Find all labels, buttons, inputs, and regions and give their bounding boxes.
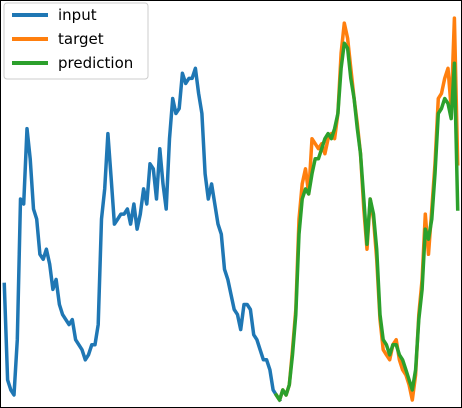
legend-entries: input target prediction — [12, 6, 133, 72]
series-line-input — [2, 66, 283, 403]
legend-label-input: input — [58, 6, 97, 24]
legend-label-prediction: prediction — [58, 54, 133, 72]
series-layer — [2, 16, 460, 403]
legend-box — [3, 2, 149, 80]
series-line-target — [273, 16, 460, 402]
series-line-prediction — [273, 41, 460, 402]
legend: input target prediction — [3, 2, 149, 80]
legend-label-target: target — [58, 30, 104, 48]
